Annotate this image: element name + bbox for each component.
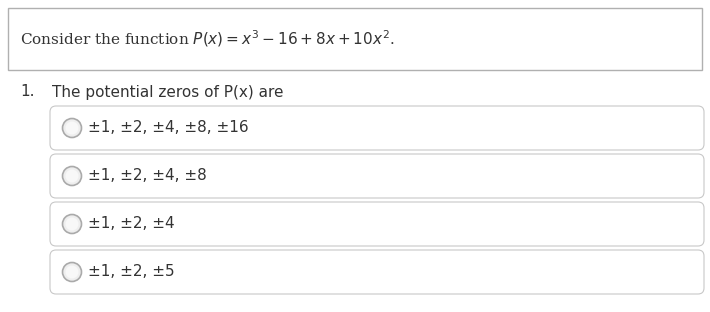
Circle shape (65, 121, 79, 134)
Text: 1.: 1. (20, 85, 35, 100)
Text: The potential zeros of P(x) are: The potential zeros of P(x) are (52, 85, 283, 100)
Text: Consider the function $P(x) = x^3 - 16 + 8x + 10x^2$.: Consider the function $P(x) = x^3 - 16 +… (20, 29, 395, 49)
Circle shape (62, 215, 82, 233)
Text: ±1, ±2, ±4, ±8: ±1, ±2, ±4, ±8 (88, 168, 207, 183)
FancyBboxPatch shape (50, 106, 704, 150)
Circle shape (62, 119, 82, 138)
Circle shape (65, 217, 79, 231)
Circle shape (62, 167, 82, 186)
FancyBboxPatch shape (50, 202, 704, 246)
FancyBboxPatch shape (50, 154, 704, 198)
Text: ±1, ±2, ±4, ±8, ±16: ±1, ±2, ±4, ±8, ±16 (88, 120, 248, 135)
Circle shape (65, 169, 79, 183)
Circle shape (62, 262, 82, 281)
Text: ±1, ±2, ±4: ±1, ±2, ±4 (88, 217, 175, 232)
FancyBboxPatch shape (50, 250, 704, 294)
Circle shape (65, 266, 79, 279)
FancyBboxPatch shape (8, 8, 702, 70)
Text: ±1, ±2, ±5: ±1, ±2, ±5 (88, 265, 175, 280)
